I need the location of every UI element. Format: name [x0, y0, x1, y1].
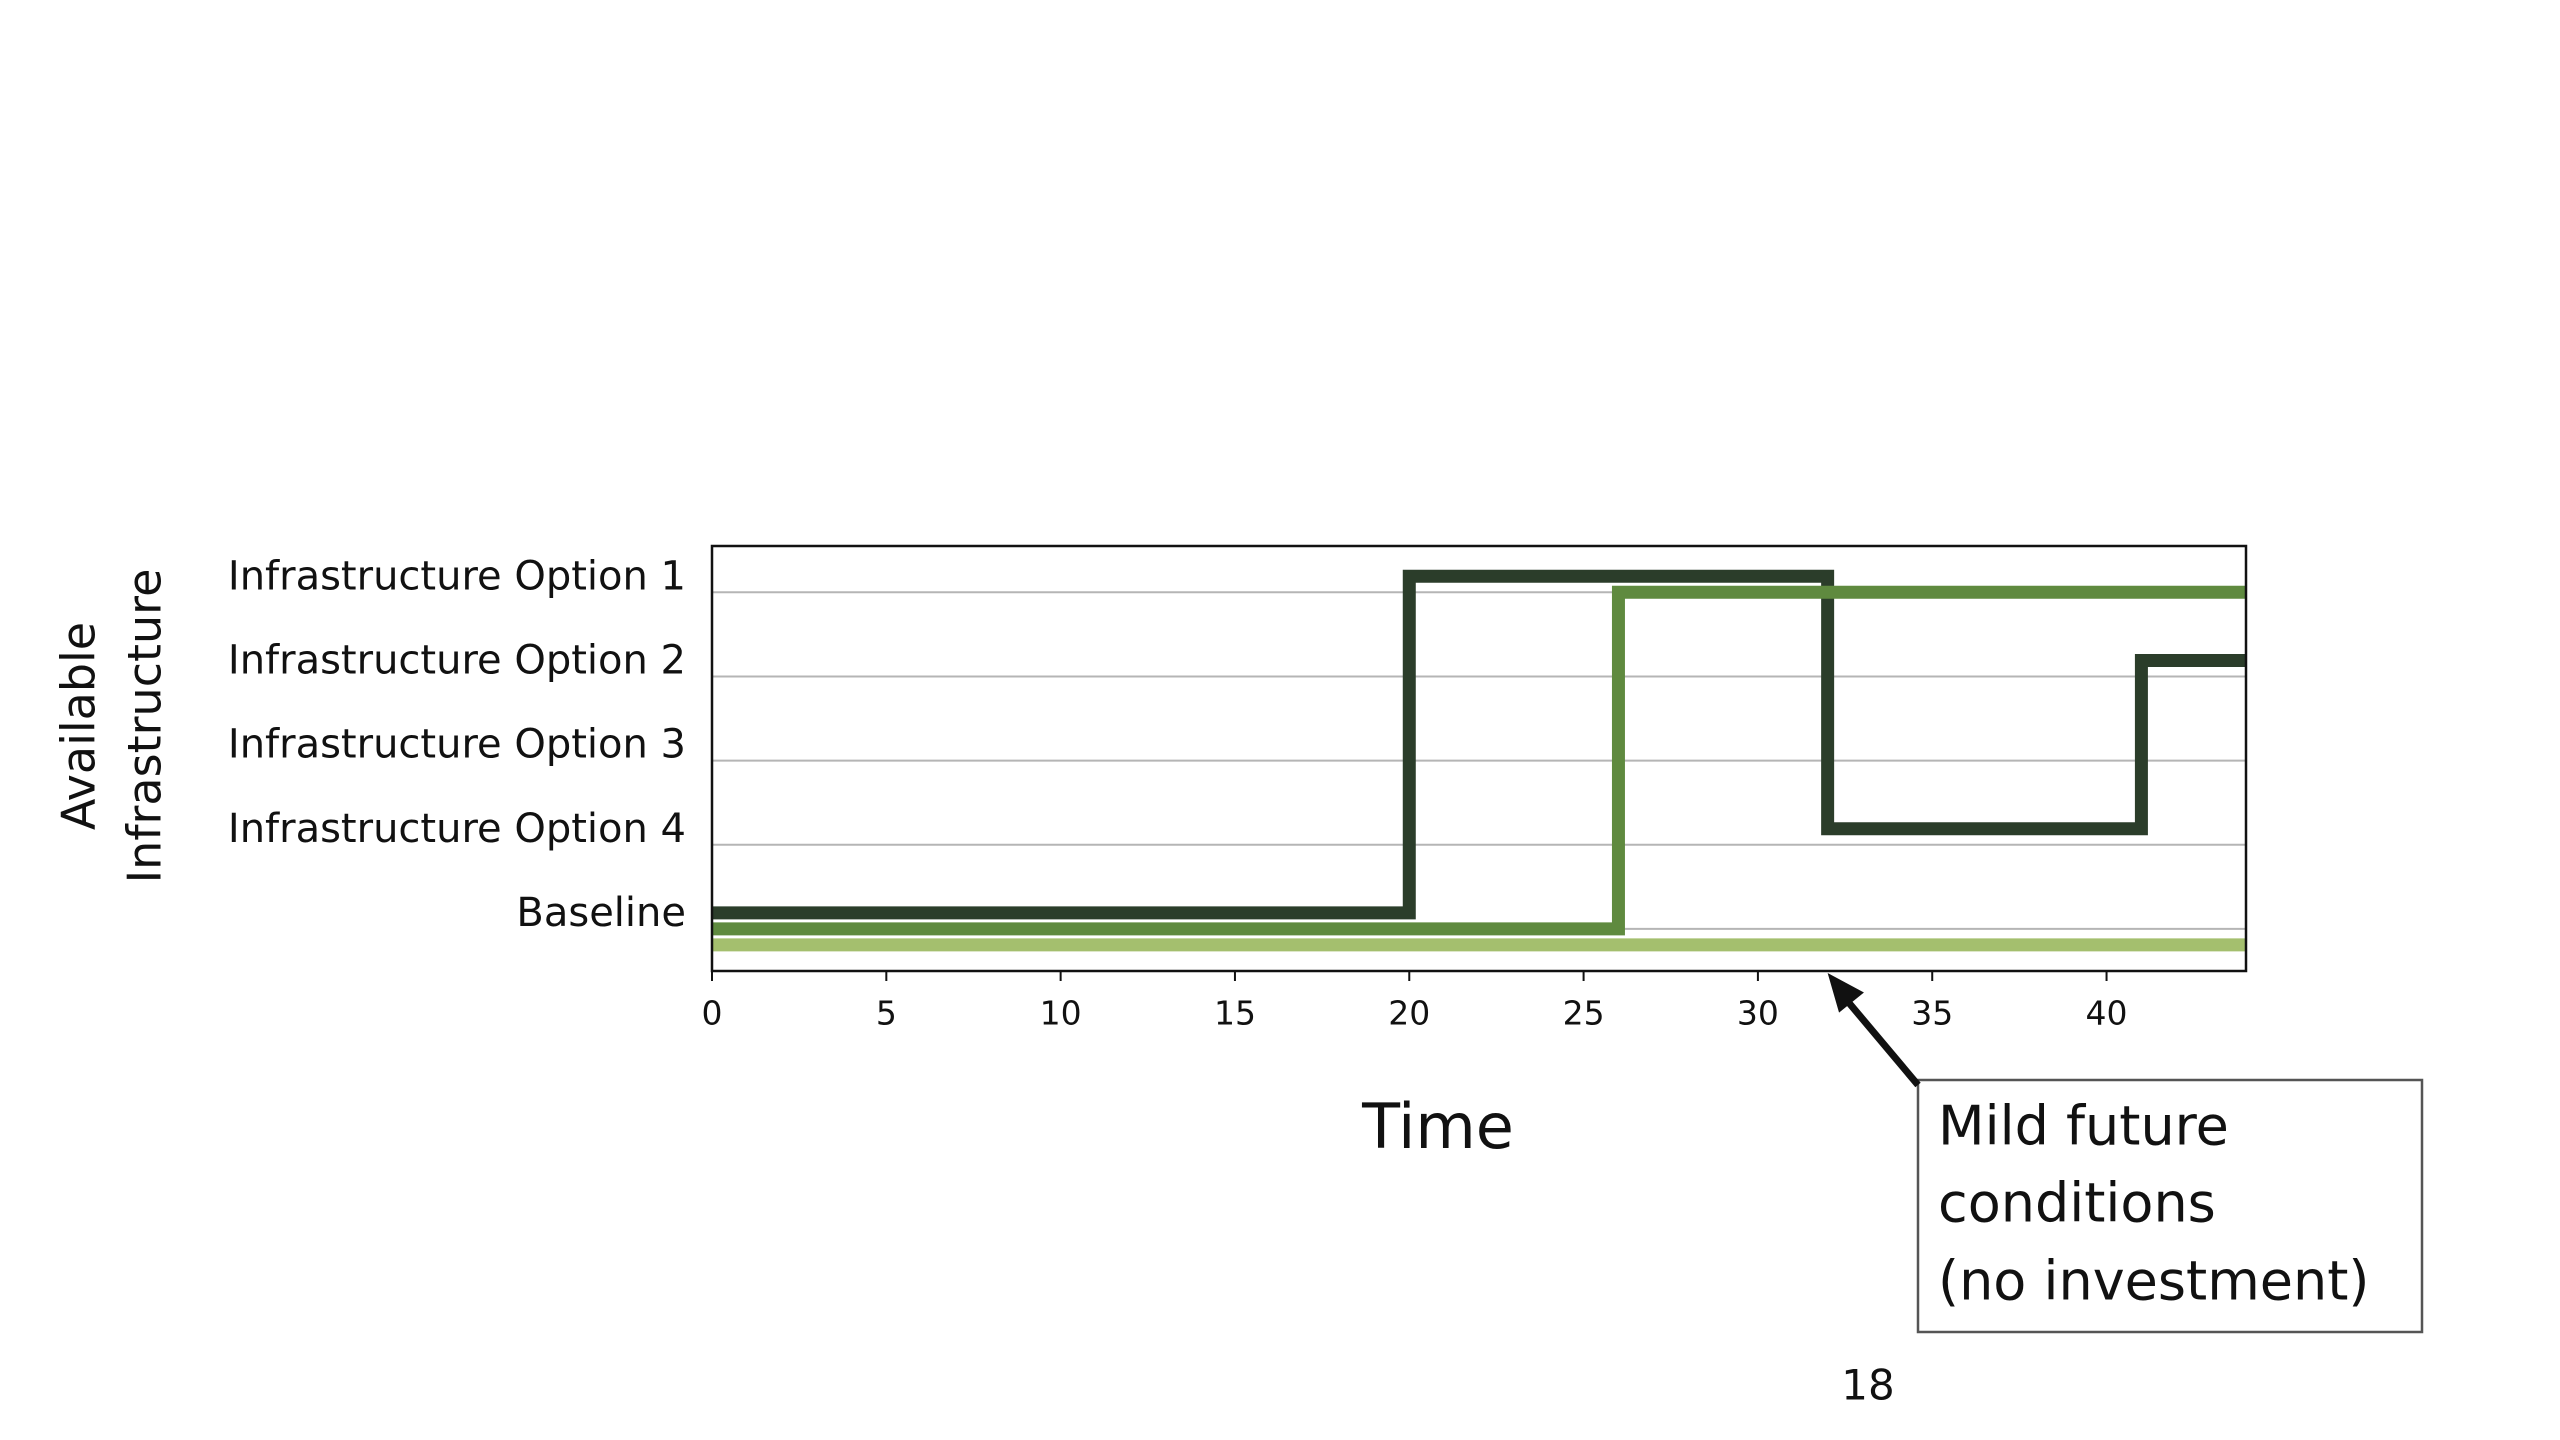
annotation-text: conditions [1938, 1172, 2216, 1235]
x-tick-label: 25 [1563, 994, 1605, 1033]
lines [712, 569, 2246, 952]
step-line [712, 585, 2246, 936]
plot-frame [710, 544, 2248, 973]
annotation-arrowhead [1827, 973, 1864, 1013]
y-tick-label: Infrastructure Option 2 [228, 637, 686, 683]
step-line [712, 569, 2246, 920]
x-tick-label: 20 [1388, 994, 1430, 1033]
x-tick-label: 5 [876, 994, 897, 1033]
x-tick-label: 40 [2086, 994, 2128, 1033]
annotation-text: (no investment) [1938, 1250, 2370, 1313]
x-tick-label: 0 [702, 994, 723, 1033]
y-axis-label: Infrastructure [118, 569, 172, 884]
x-tick-label: 35 [1911, 994, 1953, 1033]
annotation-box [1916, 1078, 2424, 1334]
x-tick-label: 15 [1214, 994, 1256, 1033]
y-axis-label: Available [52, 622, 106, 830]
y-tick-label: Infrastructure Option 1 [228, 553, 686, 599]
x-tick-label: 10 [1040, 994, 1082, 1033]
y-tick-label: Infrastructure Option 4 [228, 806, 686, 852]
y-tick-label: Baseline [516, 890, 686, 936]
annotation-text: Mild future [1938, 1095, 2229, 1158]
y-tick-label: Infrastructure Option 3 [228, 722, 686, 768]
x-axis-label: Time [1361, 1090, 1514, 1163]
x-tick-label: 30 [1737, 994, 1779, 1033]
slide-number: 18 [1841, 1361, 1894, 1410]
